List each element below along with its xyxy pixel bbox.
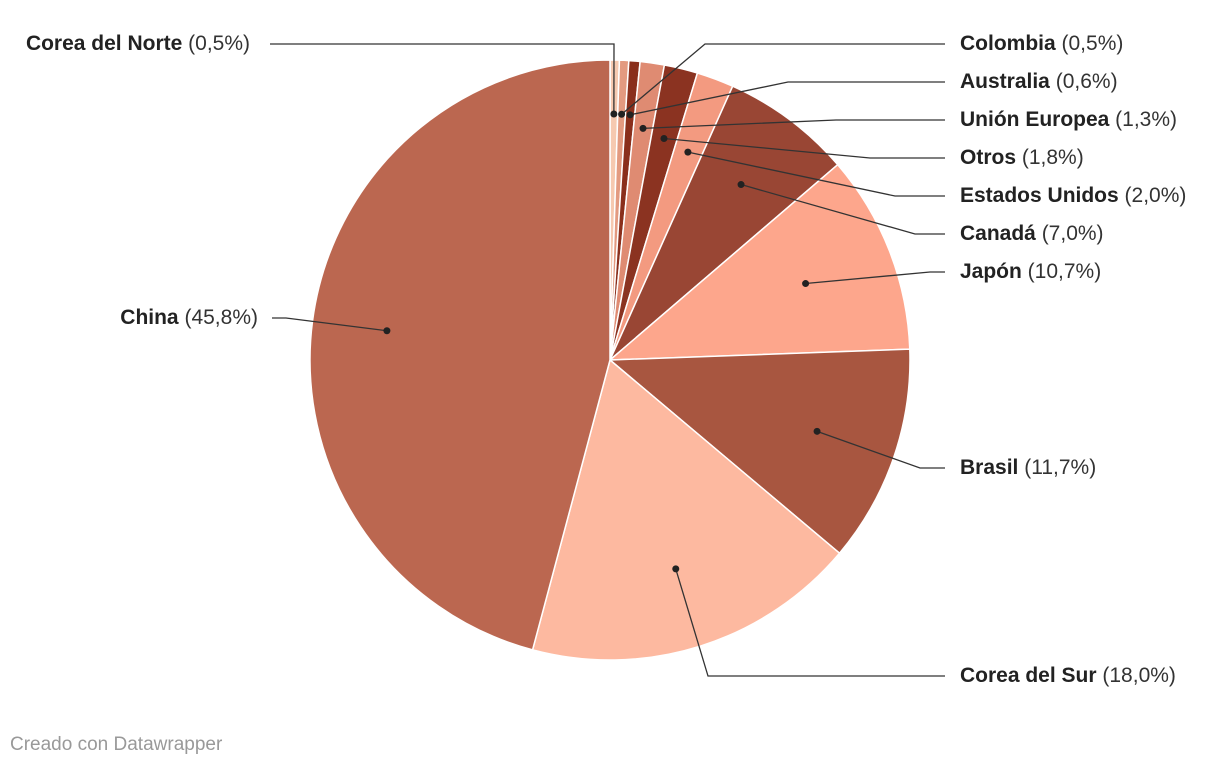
slice-label-japon: Japón (10,7%) — [960, 260, 1101, 283]
slice-label-percent: (0,5%) — [1056, 32, 1124, 55]
slice-label-percent: (7,0%) — [1036, 222, 1104, 245]
leader-dot-japon — [802, 280, 810, 288]
slice-label-name: Brasil — [960, 456, 1018, 479]
leader-line-union-europea — [642, 119, 945, 129]
pie-slices — [309, 59, 911, 661]
slice-label-name: Otros — [960, 146, 1016, 169]
leader-line-otros — [663, 137, 945, 159]
leader-line-canada — [740, 183, 945, 235]
slice-label-estados-unidos: Estados Unidos (2,0%) — [960, 184, 1186, 207]
leader-line-colombia — [621, 43, 945, 115]
slice-label-union-europea: Unión Europea (1,3%) — [960, 108, 1177, 131]
slice-label-percent: (0,5%) — [182, 32, 250, 55]
leader-line-corea-del-sur — [675, 568, 945, 677]
pie-slice-canada — [609, 85, 839, 361]
slice-label-canada: Canadá (7,0%) — [960, 222, 1104, 245]
leader-dot-corea-del-norte — [610, 110, 618, 118]
slice-label-name: Canadá — [960, 222, 1036, 245]
leader-line-corea-del-norte — [270, 43, 615, 115]
slice-label-percent: (10,7%) — [1022, 260, 1101, 283]
leader-line-australia — [629, 81, 945, 116]
slice-label-corea-del-sur: Corea del Sur (18,0%) — [960, 664, 1176, 687]
leader-dot-corea-del-sur — [672, 565, 680, 573]
slice-label-name: Estados Unidos — [960, 184, 1119, 207]
slice-label-china: China (45,8%) — [120, 306, 258, 329]
slice-label-otros: Otros (1,8%) — [960, 146, 1084, 169]
leader-dot-china — [383, 327, 391, 335]
pie-slice-corea-del-sur — [531, 358, 841, 661]
slice-label-percent: (2,0%) — [1119, 184, 1187, 207]
slice-label-australia: Australia (0,6%) — [960, 70, 1118, 93]
leader-dot-colombia — [618, 110, 626, 118]
leader-dot-australia — [626, 111, 634, 119]
slice-label-name: Japón — [960, 260, 1022, 283]
leader-dot-estados-unidos — [684, 148, 692, 156]
slice-label-name: Colombia — [960, 32, 1056, 55]
slice-label-name: Corea del Sur — [960, 664, 1097, 687]
leader-lines — [270, 43, 945, 677]
slice-label-name: China — [120, 306, 179, 329]
slice-label-name: Unión Europea — [960, 108, 1110, 131]
leader-line-japon — [805, 271, 945, 285]
leader-line-china — [272, 317, 387, 332]
slice-label-percent: (0,6%) — [1050, 70, 1118, 93]
slice-label-corea-del-norte: Corea del Norte (0,5%) — [26, 32, 250, 55]
leader-line-brasil — [816, 430, 945, 469]
slice-label-name: Australia — [960, 70, 1050, 93]
slice-label-percent: (1,3%) — [1109, 108, 1177, 131]
slice-labels: Corea del Norte (0,5%) Colombia (0,5%)Aus… — [26, 32, 1186, 687]
slice-label-name: Corea del Norte — [26, 32, 182, 55]
slice-label-percent: (1,8%) — [1016, 146, 1084, 169]
leader-dot-brasil — [813, 427, 821, 435]
leader-dot-canada — [737, 181, 745, 189]
slice-label-percent: (18,0%) — [1097, 664, 1176, 687]
leader-dot-union-europea — [639, 124, 647, 132]
slice-label-percent: (45,8%) — [179, 306, 258, 329]
pie-slice-brasil — [608, 348, 911, 555]
pie-slice-japon — [607, 163, 911, 361]
slice-label-brasil: Brasil (11,7%) — [960, 456, 1096, 479]
leader-line-estados-unidos — [687, 151, 945, 197]
slice-label-percent: (11,7%) — [1018, 456, 1096, 479]
credit-text: Creado con Datawrapper — [10, 734, 223, 755]
slice-label-colombia: Colombia (0,5%) — [960, 32, 1123, 55]
leader-dot-otros — [660, 134, 668, 142]
